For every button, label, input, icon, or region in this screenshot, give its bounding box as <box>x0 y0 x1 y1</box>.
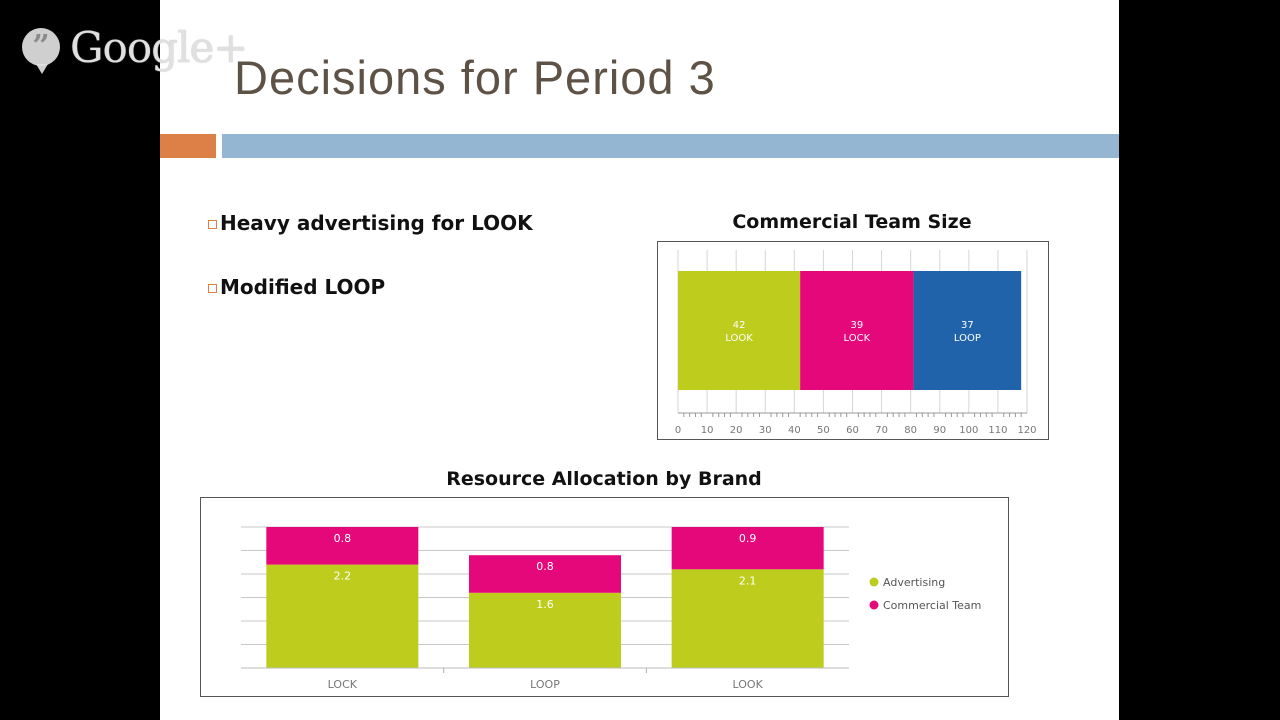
data-label: 2.1 <box>739 574 757 587</box>
legend-swatch <box>869 600 879 610</box>
slide-title: Decisions for Period 3 <box>234 51 716 104</box>
x-tick-label: 80 <box>904 425 917 436</box>
x-tick-label: LOOK <box>733 678 764 691</box>
bar-segment <box>671 569 824 668</box>
data-label: 1.6 <box>536 598 554 611</box>
legend-label: Commercial Team <box>883 599 981 612</box>
bar-segment <box>678 271 801 390</box>
data-label: 0.9 <box>739 532 757 545</box>
google-plus-watermark: ” Google+ <box>22 22 248 74</box>
bullet-item: Modified LOOP <box>208 275 385 299</box>
x-tick-label: 100 <box>959 425 978 436</box>
x-tick-label: LOCK <box>328 678 358 691</box>
data-label: 0.8 <box>536 560 554 573</box>
data-label: 0.8 <box>334 532 352 545</box>
bar-segment <box>266 564 419 668</box>
bar-segment <box>469 592 621 668</box>
x-tick-label: 60 <box>846 425 859 436</box>
square-bullet-icon <box>208 284 217 293</box>
x-tick-label: 90 <box>933 425 946 436</box>
segment-label: LOOK <box>725 333 753 344</box>
accent-bar-orange <box>160 134 216 158</box>
team-chart-title: Commercial Team Size <box>732 211 972 233</box>
x-tick-label: 0 <box>675 425 681 436</box>
segment-label: LOCK <box>844 333 871 344</box>
x-tick-label: 20 <box>730 425 743 436</box>
bar-segment <box>800 271 914 390</box>
allocation-chart-svg: 2.2 0.8 LOCK 1.6 0.8 LOOP 2.1 0.9 LOOK Advertisin… <box>241 526 981 691</box>
data-label: 37 <box>961 320 974 331</box>
bar-segment <box>469 555 621 593</box>
x-tick-label: 10 <box>701 425 714 436</box>
bar-segment <box>671 527 824 570</box>
google-plus-logo-text: Google+ <box>70 22 248 72</box>
legend-swatch <box>869 577 879 587</box>
data-label: 42 <box>733 320 746 331</box>
bullet-text: Heavy advertising for LOOK <box>220 211 533 235</box>
presentation-slide: Decisions for Period 3 Heavy advertising… <box>160 0 1119 720</box>
allocation-chart-title: Resource Allocation by Brand <box>446 468 762 490</box>
x-tick-label: 70 <box>875 425 888 436</box>
bar-segment <box>913 271 1022 390</box>
hangouts-icon: ” <box>22 28 60 74</box>
data-label: 39 <box>850 320 863 331</box>
x-tick-label: 30 <box>759 425 772 436</box>
x-tick-label: 120 <box>1017 425 1036 436</box>
data-label: 2.2 <box>334 570 352 583</box>
team-size-chart: 0 10 20 30 40 50 60 70 80 90 100 110 120 42 LOOK 39 LOCK… <box>657 241 1049 440</box>
x-tick-label: 50 <box>817 425 830 436</box>
bar-segment <box>266 527 419 565</box>
allocation-chart: 2.2 0.8 LOCK 1.6 0.8 LOOP 2.1 0.9 LOOK Advertisin… <box>200 497 1009 697</box>
legend-label: Advertising <box>883 576 945 589</box>
x-tick-label: LOOP <box>530 678 560 691</box>
accent-bar-blue <box>222 134 1119 158</box>
segment-label: LOOP <box>954 333 981 344</box>
x-tick-label: 40 <box>788 425 801 436</box>
bullet-item: Heavy advertising for LOOK <box>208 211 533 235</box>
square-bullet-icon <box>208 220 217 229</box>
bullet-text: Modified LOOP <box>220 275 386 299</box>
x-tick-label: 110 <box>988 425 1007 436</box>
team-size-chart-svg: 0 10 20 30 40 50 60 70 80 90 100 110 120 42 LOOK 39 LOCK… <box>675 250 1037 436</box>
